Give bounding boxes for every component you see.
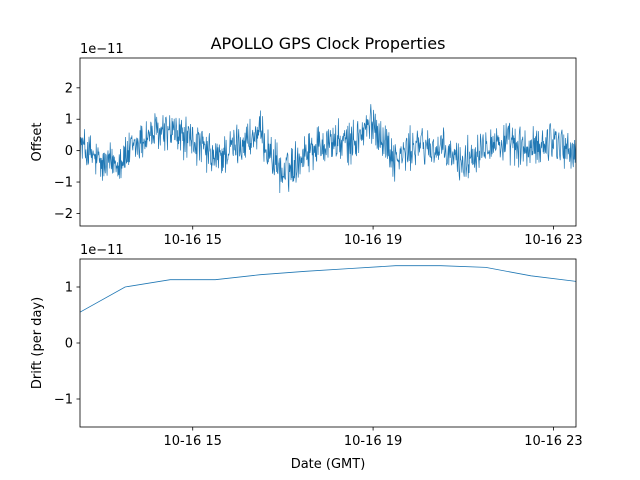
x-tick-label: 10-16 19 bbox=[344, 233, 402, 248]
x-axis-label: Date (GMT) bbox=[291, 457, 366, 472]
series-line bbox=[80, 265, 576, 313]
y-tick-label: −1 bbox=[54, 176, 73, 191]
axes-frame bbox=[79, 57, 577, 227]
x-tick-label: 10-16 19 bbox=[344, 434, 402, 449]
y-axis-label: Drift (per day) bbox=[30, 297, 45, 389]
x-tick-label: 10-16 15 bbox=[164, 233, 222, 248]
y-tick-label: 1 bbox=[65, 281, 73, 296]
y-tick-label: −2 bbox=[54, 207, 73, 222]
series-line bbox=[80, 104, 576, 194]
y-tick-label: −1 bbox=[54, 393, 73, 408]
y-tick-label: 0 bbox=[65, 337, 73, 352]
y-tick-label: 2 bbox=[65, 81, 73, 96]
figure-title: APOLLO GPS Clock Properties bbox=[211, 34, 446, 53]
x-tick-label: 10-16 23 bbox=[524, 233, 582, 248]
x-tick-label: 10-16 15 bbox=[164, 434, 222, 449]
y-scale-label: 1e−11 bbox=[80, 42, 124, 57]
y-axis-label: Offset bbox=[30, 122, 45, 161]
x-tick-label: 10-16 23 bbox=[524, 434, 582, 449]
y-tick-label: 0 bbox=[65, 144, 73, 159]
y-scale-label: 1e−11 bbox=[80, 243, 124, 258]
y-tick-label: 1 bbox=[65, 113, 73, 128]
